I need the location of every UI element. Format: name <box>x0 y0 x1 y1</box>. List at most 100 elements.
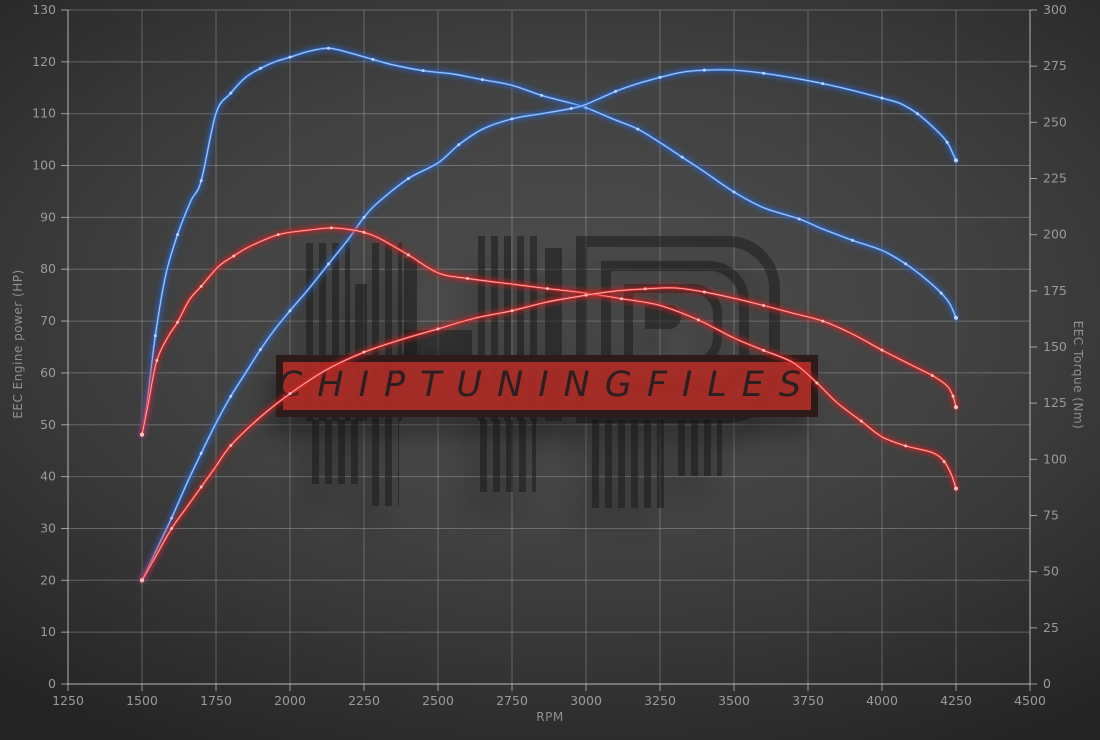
series-torque-tuned-marker <box>953 315 959 320</box>
logo-bars-6 <box>312 420 364 484</box>
series-power-stock-marker <box>584 293 588 297</box>
series-torque-tuned-marker <box>326 46 330 50</box>
series-torque-stock-marker <box>953 486 959 491</box>
series-power-tuned-marker <box>702 68 706 72</box>
tick-label: 4000 <box>866 693 898 708</box>
series-power-stock-core <box>141 287 957 581</box>
series-torque-stock-path <box>140 226 958 490</box>
watermark-text: CHIPTUNINGFILES <box>277 365 817 405</box>
series-power-stock-marker <box>702 290 706 294</box>
series-torque-tuned-marker <box>258 66 262 70</box>
series-torque-tuned-marker <box>680 155 684 159</box>
series-torque-tuned-marker <box>199 179 203 183</box>
tick-label: 50 <box>1043 564 1059 579</box>
series-torque-stock-marker <box>859 419 863 423</box>
tick-label: 1250 <box>52 693 84 708</box>
series-power-stock-marker <box>362 350 366 354</box>
tick-label: 60 <box>40 365 56 380</box>
tick-label: 125 <box>1043 395 1067 410</box>
series-power-stock-glow <box>138 284 960 584</box>
tick-label: 225 <box>1043 171 1067 186</box>
series-torque-tuned-marker <box>288 55 292 59</box>
right-axis-title: EEC Torque (Nm) <box>1071 320 1085 430</box>
series-power-stock-marker <box>930 374 934 378</box>
series-power-tuned-marker <box>229 394 233 398</box>
tick-label: 150 <box>1043 339 1067 354</box>
series-torque-tuned-marker <box>153 334 157 338</box>
series-torque-stock-marker <box>276 233 280 237</box>
series-power-stock-marker <box>199 485 203 489</box>
series-power-tuned-marker <box>457 143 461 147</box>
series-torque-tuned-marker <box>797 217 801 221</box>
series-power-stock-path <box>140 286 958 582</box>
tick-label: 3500 <box>718 693 750 708</box>
tick-label: 2750 <box>496 693 528 708</box>
tick-label: 90 <box>40 209 56 224</box>
tick-label: 2500 <box>422 693 454 708</box>
series-power-tuned-marker <box>170 516 174 520</box>
tick-label: 80 <box>40 261 56 276</box>
tick-label: 3000 <box>570 693 602 708</box>
series-power-tuned-marker <box>614 89 618 93</box>
series-torque-tuned-marker <box>229 91 233 95</box>
tick-label: 30 <box>40 520 56 535</box>
tick-label: 40 <box>40 469 56 484</box>
tick-label: 3250 <box>644 693 676 708</box>
series-torque-stock-marker <box>406 253 410 257</box>
series-torque-tuned-marker <box>371 57 375 61</box>
tick-label: 100 <box>32 158 56 173</box>
logo-bars-7 <box>372 420 399 506</box>
tick-label: 0 <box>1043 676 1051 691</box>
series-power-tuned-core <box>141 69 957 581</box>
series-power-stock-marker <box>436 327 440 331</box>
series-power-tuned-marker <box>916 112 920 116</box>
tick-label: 300 <box>1043 2 1067 17</box>
series-torque-stock-marker <box>815 381 819 385</box>
series-torque-tuned-marker <box>732 190 736 194</box>
series-torque-stock-marker <box>546 287 550 291</box>
series-torque-stock-core <box>141 227 957 489</box>
tick-label: 2250 <box>348 693 380 708</box>
series-power-tuned-marker <box>258 348 262 352</box>
tick-label: 10 <box>40 624 56 639</box>
logo-bars-9 <box>592 420 664 508</box>
series-torque-stock-marker <box>176 320 180 324</box>
series-torque-stock-marker <box>696 318 700 322</box>
series-power-tuned-marker <box>362 215 366 219</box>
series-power-tuned-marker <box>880 96 884 100</box>
logo-d-ring-outer <box>576 236 780 423</box>
tick-label: 120 <box>32 54 56 69</box>
series-power-stock-marker <box>762 304 766 308</box>
series-torque-tuned-marker <box>850 238 854 242</box>
logo-bars-8 <box>480 420 536 492</box>
series-power-stock-marker <box>288 392 292 396</box>
series-power-tuned-marker <box>762 71 766 75</box>
series-torque-tuned-marker <box>421 69 425 73</box>
series-torque-stock-marker <box>329 226 333 230</box>
tick-label: 4250 <box>940 693 972 708</box>
series-torque-stock-marker <box>199 284 203 288</box>
series-power-stock-marker <box>880 348 884 352</box>
series-power-stock-marker <box>139 578 145 583</box>
series-torque-tuned-marker <box>636 127 640 131</box>
tick-label: 25 <box>1043 620 1059 635</box>
series-power-tuned-marker <box>953 158 959 163</box>
series-torque-stock-marker <box>155 358 159 362</box>
series-torque-stock-glow <box>138 224 960 492</box>
tick-label: 250 <box>1043 114 1067 129</box>
tick-label: 110 <box>32 106 56 121</box>
tick-label: 0 <box>48 676 56 691</box>
series-torque-stock-marker <box>139 432 145 437</box>
series-torque-stock-marker <box>762 348 766 352</box>
tick-label: 130 <box>32 2 56 17</box>
series-power-stock-marker <box>170 526 174 530</box>
series-torque-tuned-marker <box>904 262 908 266</box>
tick-label: 100 <box>1043 451 1067 466</box>
series-power-stock-marker <box>229 444 233 448</box>
tick-label: 75 <box>1043 508 1059 523</box>
tick-label: 175 <box>1043 283 1067 298</box>
series-torque-stock-marker <box>904 444 908 448</box>
series-power-tuned-marker <box>569 107 573 111</box>
